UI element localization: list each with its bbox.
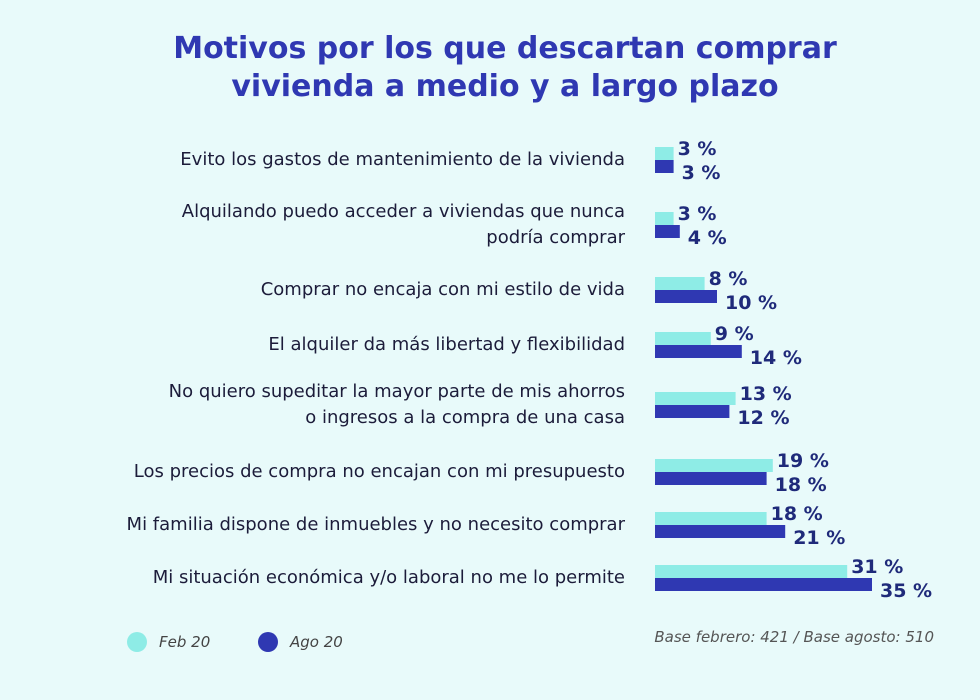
footnote: Base febrero: 421 / Base agosto: 510 — [654, 628, 934, 646]
category-label: Evito los gastos de mantenimiento de la … — [65, 147, 625, 173]
category-label: Los precios de compra no encajan con mi … — [65, 459, 625, 485]
category-label-line: o ingresos a la compra de una casa — [305, 407, 625, 428]
legend-item-feb: Feb 20 — [127, 632, 210, 652]
bar-ago — [655, 472, 767, 485]
category-label: Comprar no encaja con mi estilo de vida — [65, 277, 625, 303]
category-label-line: No quiero supeditar la mayor parte de mi… — [168, 381, 625, 402]
data-label: 10 % — [725, 292, 777, 314]
category-label-line: Los precios de compra no encajan con mi … — [133, 461, 625, 482]
bar-feb — [655, 147, 674, 160]
category-label: Mi familia dispone de inmuebles y no nec… — [65, 512, 625, 538]
data-label: 18 % — [771, 503, 823, 525]
data-label: 3 % — [678, 203, 717, 225]
bar-ago — [655, 525, 786, 538]
bar-feb — [655, 565, 848, 578]
bar-feb — [655, 212, 674, 225]
legend-label-ago: Ago 20 — [290, 633, 343, 651]
legend-label-feb: Feb 20 — [159, 633, 211, 651]
data-label: 3 % — [678, 138, 717, 160]
data-label: 13 % — [740, 383, 792, 405]
data-label: 4 % — [688, 227, 727, 249]
bar-ago — [655, 225, 680, 238]
bar-ago — [655, 578, 872, 591]
data-label: 31 % — [851, 556, 903, 578]
legend-item-ago: Ago 20 — [258, 632, 343, 652]
category-label-line: Evito los gastos de mantenimiento de la … — [180, 149, 625, 170]
bar-feb — [655, 332, 711, 345]
bar-feb — [655, 459, 773, 472]
bar-feb — [655, 277, 705, 290]
bar-ago — [655, 290, 717, 303]
category-label-line: Comprar no encaja con mi estilo de vida — [260, 279, 625, 300]
category-label: El alquiler da más libertad y flexibilid… — [65, 332, 625, 358]
data-label: 18 % — [775, 474, 827, 496]
bar-feb — [655, 512, 767, 525]
title-line-1: Motivos por los que descartan comprar — [173, 31, 837, 66]
category-label-line: podría comprar — [486, 227, 625, 248]
title-line-2: vivienda a medio y a largo plazo — [231, 69, 779, 104]
data-label: 9 % — [715, 323, 754, 345]
legend-swatch-ago — [258, 632, 278, 652]
data-label: 21 % — [793, 527, 845, 549]
category-label: Mi situación económica y/o laboral no me… — [65, 565, 625, 591]
category-label: No quiero supeditar la mayor parte de mi… — [65, 379, 625, 431]
category-label-line: Mi familia dispone de inmuebles y no nec… — [126, 514, 625, 535]
legend-swatch-feb — [127, 632, 147, 652]
category-label: Alquilando puedo acceder a viviendas que… — [65, 199, 625, 251]
bar-feb — [655, 392, 736, 405]
data-label: 35 % — [880, 580, 932, 602]
bar-ago — [655, 405, 730, 418]
bar-ago — [655, 160, 674, 173]
data-label: 3 % — [682, 162, 721, 184]
category-label-line: Alquilando puedo acceder a viviendas que… — [181, 201, 625, 222]
data-label: 12 % — [737, 407, 789, 429]
data-label: 14 % — [750, 347, 802, 369]
category-label-line: Mi situación económica y/o laboral no me… — [152, 567, 625, 588]
bar-ago — [655, 345, 742, 358]
data-label: 19 % — [777, 450, 829, 472]
category-label-line: El alquiler da más libertad y flexibilid… — [268, 334, 625, 355]
chart-title: Motivos por los que descartan comprar vi… — [0, 30, 980, 106]
data-label: 8 % — [709, 268, 748, 290]
